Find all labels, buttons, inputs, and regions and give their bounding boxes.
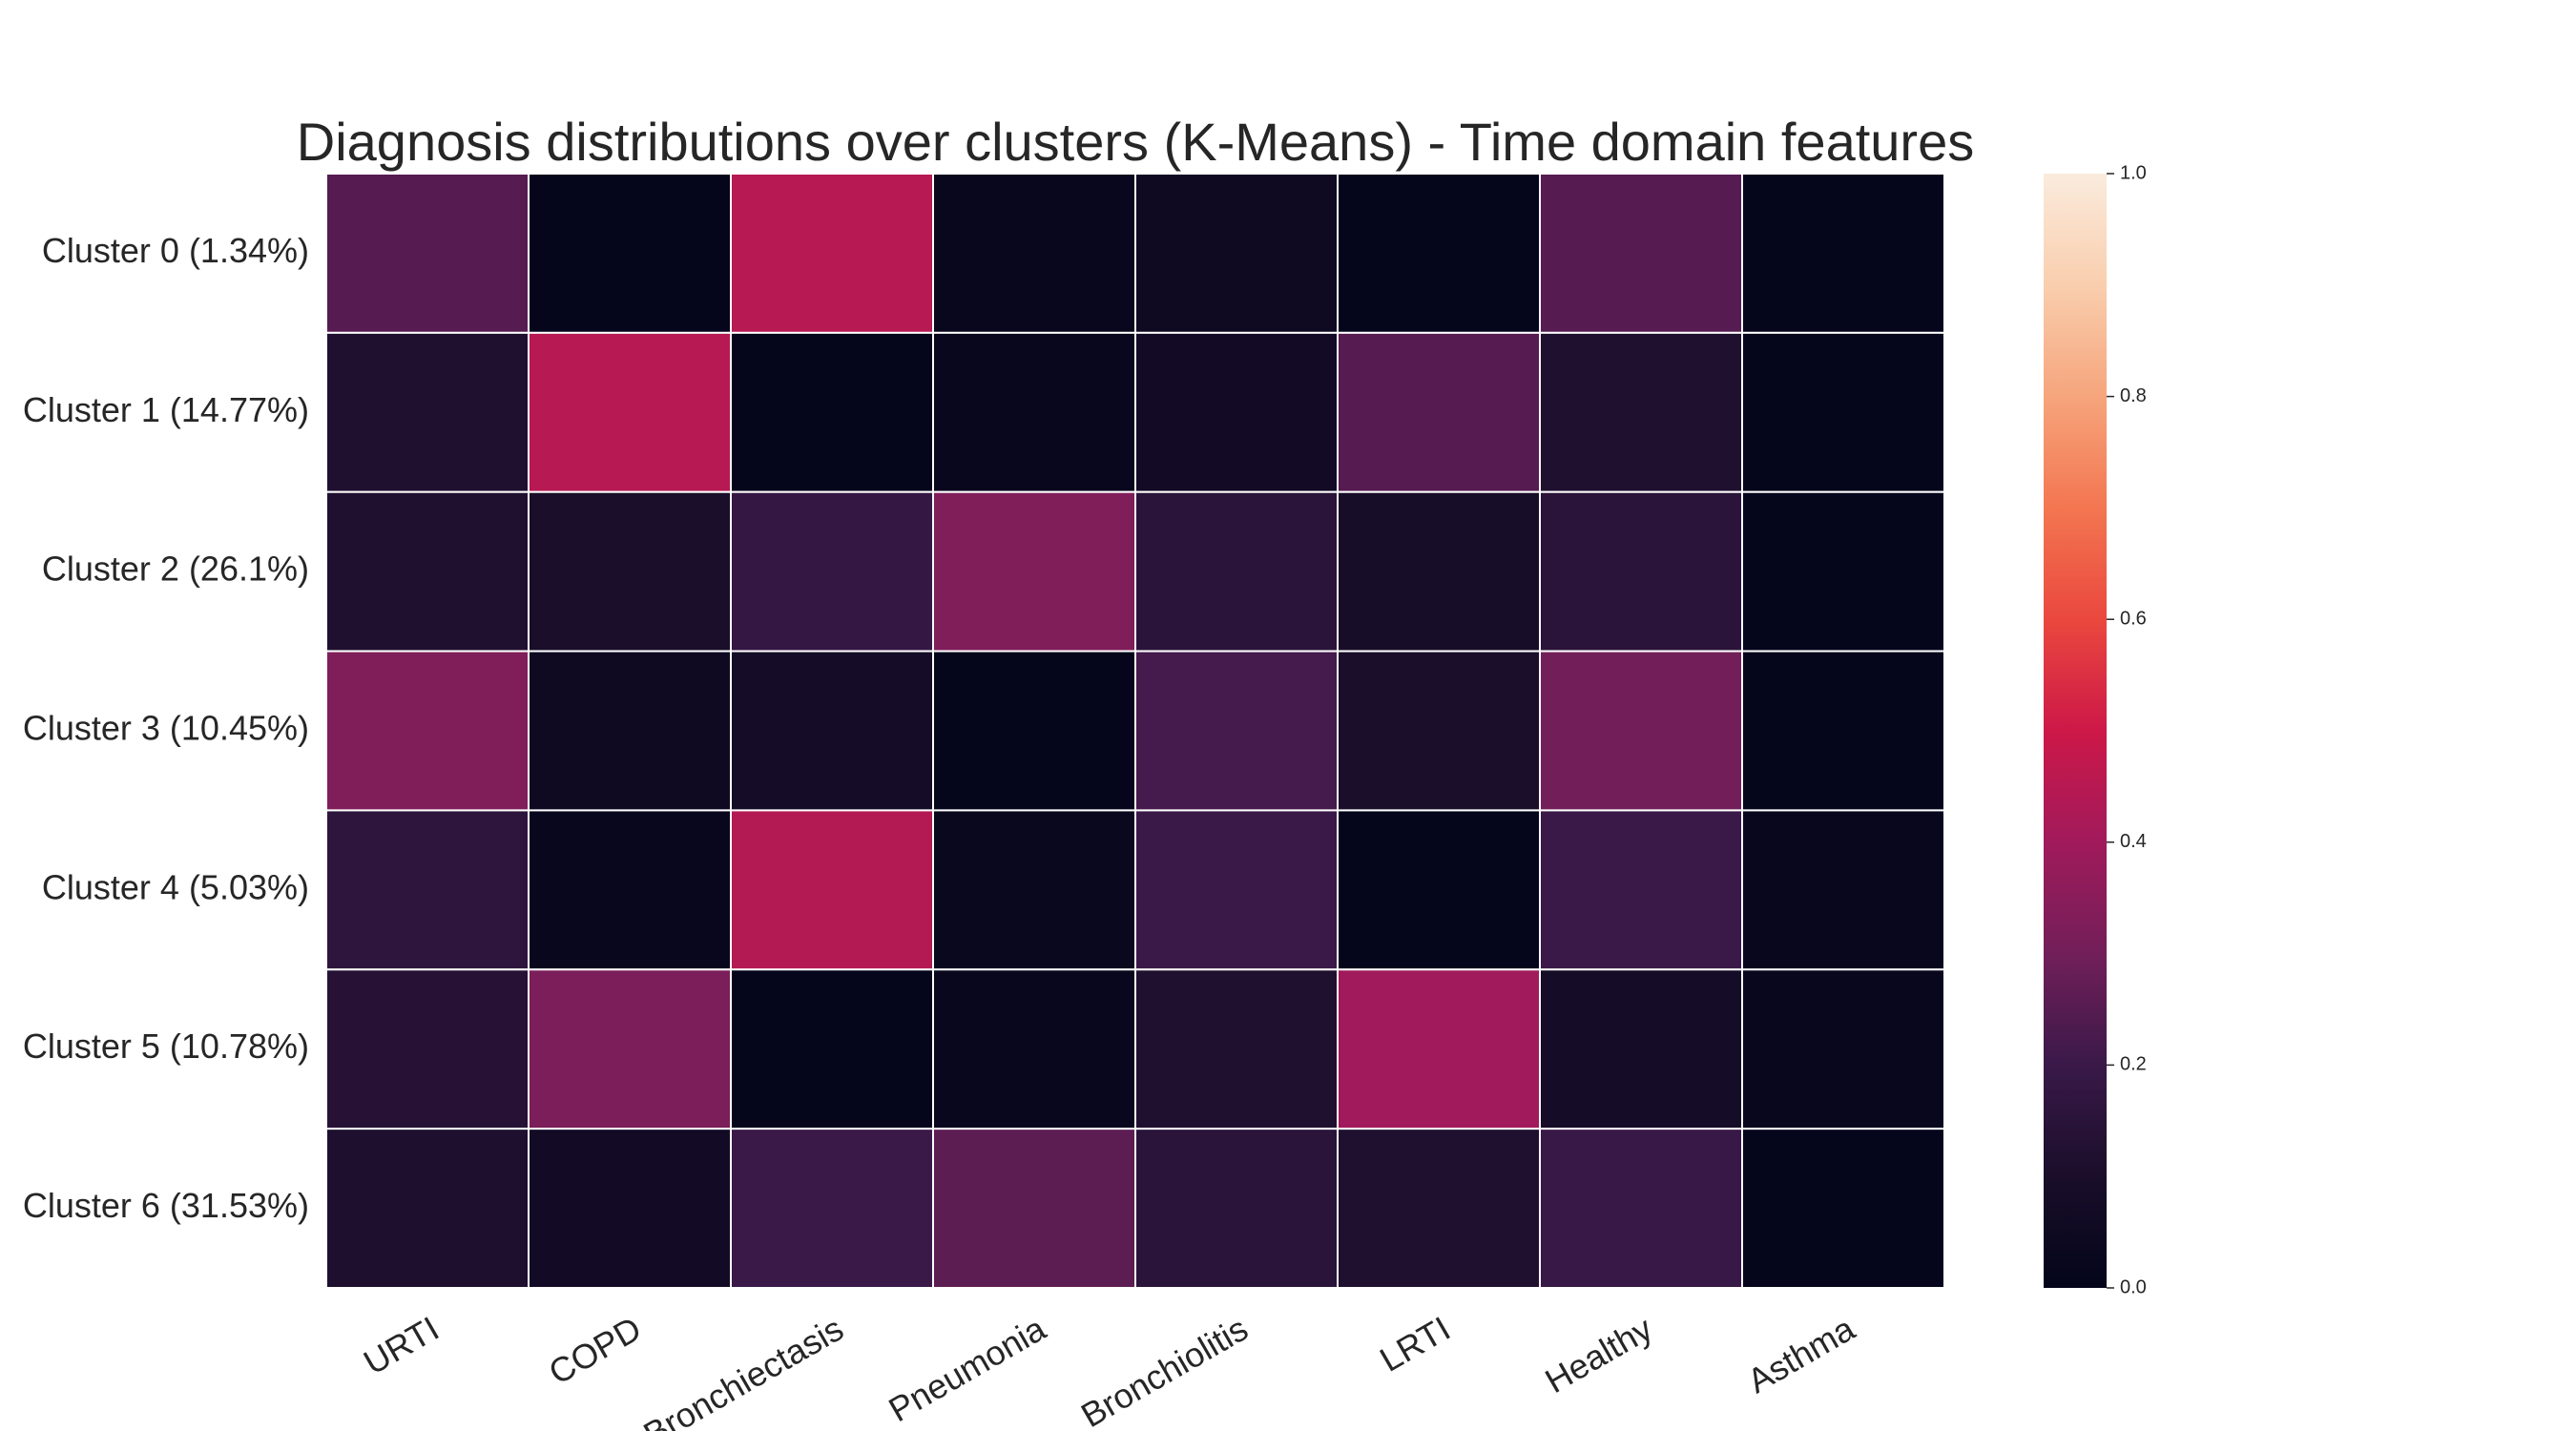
colorbar-tick-label: 1.0 (2120, 162, 2147, 183)
heatmap-cell (528, 1128, 732, 1289)
heatmap-cell (1539, 650, 1743, 812)
heatmap-cell (730, 650, 934, 812)
heatmap-cell (1539, 968, 1743, 1130)
heatmap-cell (730, 173, 934, 334)
row-label: Cluster 3 (10.45%) (23, 709, 309, 748)
colorbar-tick-label: 0.4 (2120, 831, 2147, 852)
column-label: Bronchiectasis (637, 1309, 850, 1431)
row-label: Cluster 6 (31.53%) (23, 1186, 309, 1225)
row-label: Cluster 1 (14.77%) (23, 390, 309, 429)
column-label: Healthy (1539, 1309, 1659, 1401)
heatmap-cell (1337, 331, 1541, 493)
heatmap-cell (932, 650, 1136, 812)
heatmap-cell (1134, 1128, 1339, 1289)
heatmap-cell (730, 490, 934, 653)
heatmap-cell (325, 490, 530, 653)
heatmap-cell (730, 331, 934, 493)
heatmap-cell (932, 968, 1136, 1130)
row-label: Cluster 4 (5.03%) (42, 867, 309, 906)
heatmap-cell (528, 968, 732, 1130)
heatmap-cell (1539, 1128, 1743, 1289)
heatmap-cell (1741, 331, 1945, 493)
heatmap-cell (1741, 968, 1945, 1130)
colorbar-tick-label: 0.2 (2120, 1054, 2147, 1075)
heatmap-cell (1741, 650, 1945, 812)
heatmap-cell (1134, 331, 1339, 493)
heatmap-cell (325, 331, 530, 493)
heatmap-cell (325, 1128, 530, 1289)
heatmap-cell (528, 173, 732, 334)
colorbar-tick-label: 0.8 (2120, 385, 2147, 406)
colorbar-ticks: 0.0 0.2 0.4 0.6 0.8 1.0 (2107, 162, 2147, 1297)
heatmap-cell (1134, 809, 1339, 971)
heatmap-cell (1539, 173, 1743, 334)
heatmap-cell (932, 809, 1136, 971)
heatmap-cell (932, 1128, 1136, 1289)
row-label: Cluster 5 (10.78%) (23, 1027, 309, 1066)
heatmap-cell (1337, 650, 1541, 812)
heatmap-cells (325, 173, 1945, 1289)
heatmap-cell (325, 173, 530, 334)
heatmap-cell (1741, 490, 1945, 653)
column-label: COPD (542, 1309, 648, 1393)
heatmap-cell (932, 490, 1136, 653)
heatmap-cell (325, 809, 530, 971)
colorbar-tick-label: 0.6 (2120, 608, 2147, 629)
row-labels: Cluster 0 (1.34%) Cluster 1 (14.77%) Clust… (23, 231, 309, 1225)
heatmap-cell (1337, 490, 1541, 653)
colorbar: 0.0 0.2 0.4 0.6 0.8 1.0 (2044, 162, 2147, 1297)
heatmap-cell (730, 1128, 934, 1289)
heatmap-cell (1337, 968, 1541, 1130)
heatmap-cell (1539, 809, 1743, 971)
heatmap-cell (1134, 173, 1339, 334)
heatmap-cell (1741, 1128, 1945, 1289)
heatmap-cell (1134, 490, 1339, 653)
column-label: Pneumonia (883, 1308, 1053, 1429)
column-label: LRTI (1373, 1309, 1457, 1379)
heatmap-cell (1337, 173, 1541, 334)
heatmap-cell (325, 650, 530, 812)
heatmap-cell (1741, 173, 1945, 334)
heatmap-cell (1337, 809, 1541, 971)
heatmap-cell (1337, 1128, 1541, 1289)
column-label: Asthma (1741, 1308, 1862, 1400)
heatmap-cell (932, 331, 1136, 493)
row-label: Cluster 0 (1.34%) (42, 231, 309, 270)
column-label: URTI (357, 1309, 446, 1382)
heatmap-cell (730, 968, 934, 1130)
heatmap-cell (325, 968, 530, 1130)
colorbar-tick-label: 0.0 (2120, 1276, 2147, 1297)
heatmap-cell (528, 809, 732, 971)
colorbar-bar (2044, 174, 2107, 1288)
heatmap-cell (1539, 331, 1743, 493)
heatmap-cell (1134, 968, 1339, 1130)
heatmap-cell (528, 490, 732, 653)
heatmap-cell (528, 331, 732, 493)
heatmap-cell (932, 173, 1136, 334)
heatmap-cell (1539, 490, 1743, 653)
heatmap-cell (528, 650, 732, 812)
row-label: Cluster 2 (26.1%) (42, 550, 309, 589)
heatmap-cell (1741, 809, 1945, 971)
heatmap-cell (730, 809, 934, 971)
heatmap-cell (1134, 650, 1339, 812)
chart-title: Diagnosis distributions over clusters (K… (297, 112, 1974, 172)
column-label: Bronchiolitis (1074, 1309, 1255, 1431)
